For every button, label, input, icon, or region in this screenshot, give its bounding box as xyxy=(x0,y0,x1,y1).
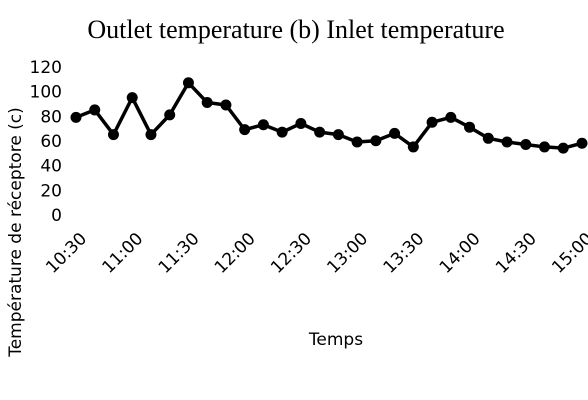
y-tick-label: 40 xyxy=(40,157,62,177)
point xyxy=(276,126,288,138)
y-tick-label: 80 xyxy=(40,107,62,127)
point xyxy=(520,138,532,150)
point xyxy=(164,109,176,121)
x-tick-label: 14:30 xyxy=(492,229,541,278)
point xyxy=(482,132,494,144)
point xyxy=(539,141,551,153)
point xyxy=(257,119,269,131)
point xyxy=(145,129,157,141)
point xyxy=(182,77,194,89)
point xyxy=(70,111,82,123)
x-tick-label: 12:00 xyxy=(211,229,260,278)
point xyxy=(501,136,513,148)
x-tick-label: 13:00 xyxy=(323,229,372,278)
point xyxy=(314,126,326,138)
point xyxy=(332,129,344,141)
point xyxy=(576,137,588,149)
x-tick-label: 14:00 xyxy=(436,229,485,278)
point xyxy=(295,118,307,129)
point xyxy=(557,142,569,154)
point xyxy=(464,121,476,133)
y-tick-label: 100 xyxy=(30,83,62,103)
x-axis-label: Temps xyxy=(308,330,363,350)
y-tick-label: 60 xyxy=(40,132,62,152)
point xyxy=(426,116,438,128)
y-tick-label: 0 xyxy=(51,206,62,226)
point xyxy=(370,135,382,147)
line xyxy=(75,81,583,150)
x-tick-label: 15:00 xyxy=(548,229,588,278)
x-tick-label: 10:30 xyxy=(42,229,91,278)
point xyxy=(126,92,138,104)
y-tick-label: 120 xyxy=(30,58,62,78)
y-tick-label: 20 xyxy=(40,181,62,201)
point xyxy=(89,104,101,116)
x-tick-label: 11:30 xyxy=(155,229,204,278)
point xyxy=(389,127,401,139)
y-axis-label: Température de réceptore (c) xyxy=(6,107,26,358)
x-tick-label: 13:30 xyxy=(380,229,429,278)
point xyxy=(201,97,213,109)
point xyxy=(239,124,251,136)
chart-title: Outlet temperature (b) Inlet temperature xyxy=(87,15,504,44)
point xyxy=(107,129,119,141)
x-tick-label: 11:00 xyxy=(99,229,148,278)
point xyxy=(407,141,419,153)
point xyxy=(445,111,457,123)
x-tick-label: 12:30 xyxy=(267,229,316,278)
point xyxy=(351,136,363,148)
point xyxy=(220,99,232,111)
